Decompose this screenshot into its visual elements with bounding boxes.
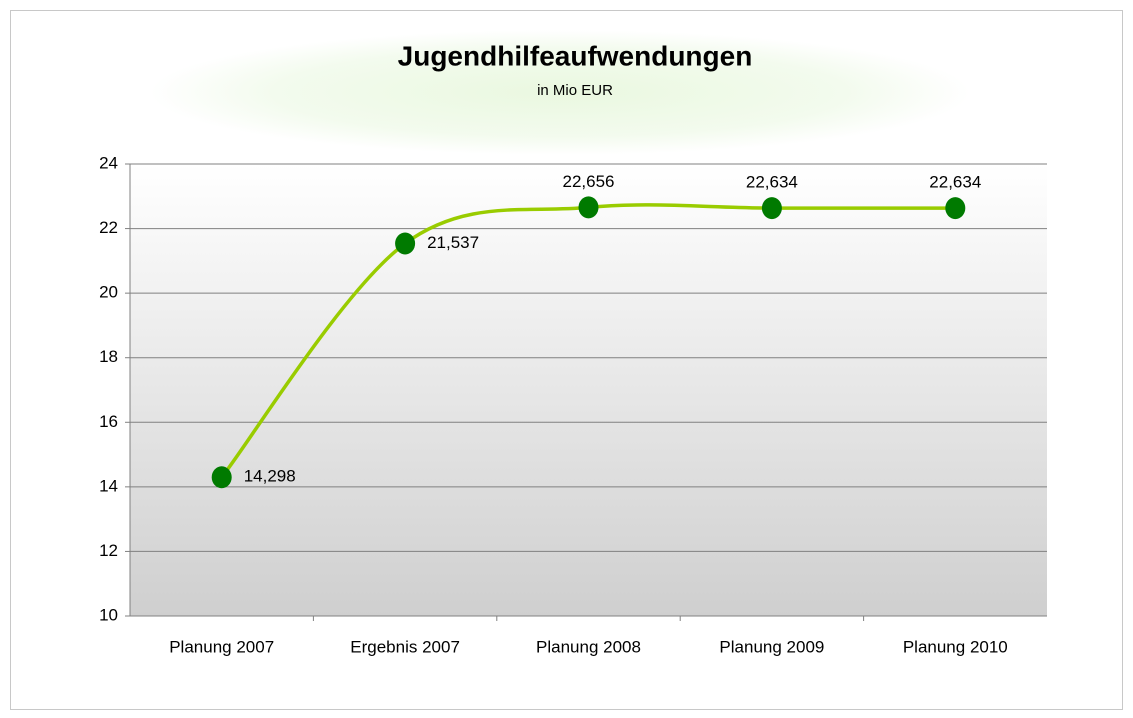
y-tick-label: 22 <box>99 218 118 237</box>
x-tick-label: Planung 2008 <box>536 637 641 656</box>
data-line <box>220 203 956 479</box>
y-tick-label: 24 <box>99 153 118 172</box>
y-tick-label: 14 <box>99 476 118 495</box>
x-tick-label: Planung 2009 <box>719 637 824 656</box>
chart-title: Jugendhilfeaufwendungen <box>398 40 753 71</box>
data-point <box>761 197 782 220</box>
y-tick-label: 12 <box>99 541 118 560</box>
plot-area <box>130 164 1047 616</box>
data-label: 21,537 <box>427 233 479 252</box>
data-label: 22,656 <box>563 172 615 191</box>
data-label: 14,298 <box>244 467 296 486</box>
data-label: 22,634 <box>929 173 981 192</box>
y-tick-label: 18 <box>99 347 118 366</box>
x-tick-label: Planung 2010 <box>903 637 1008 656</box>
data-point <box>395 232 416 255</box>
data-point <box>945 197 966 220</box>
x-tick-label: Planung 2007 <box>169 637 274 656</box>
y-tick-label: 20 <box>99 283 118 302</box>
data-point <box>211 466 232 489</box>
title-glow <box>150 30 970 155</box>
data-label: 22,634 <box>746 173 798 192</box>
data-point <box>578 196 599 219</box>
x-tick-label: Ergebnis 2007 <box>350 637 460 656</box>
chart-subtitle: in Mio EUR <box>537 82 613 99</box>
y-tick-label: 16 <box>99 412 118 431</box>
y-tick-label: 10 <box>99 605 118 624</box>
